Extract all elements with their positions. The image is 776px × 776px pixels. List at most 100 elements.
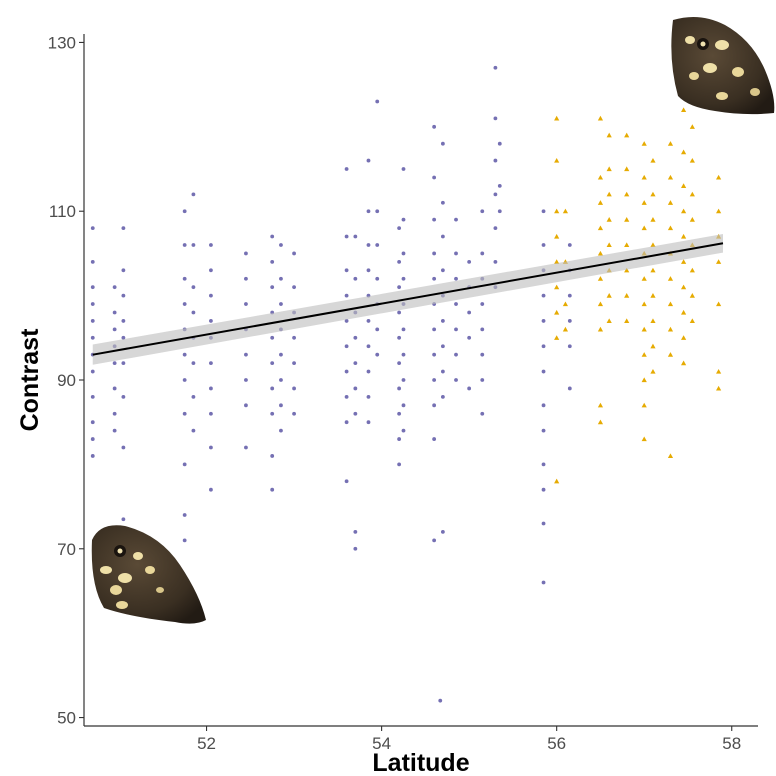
points-layer [90,65,722,703]
point-0-21 [121,268,126,273]
point-1-73 [680,208,687,214]
point-0-180 [467,335,472,340]
point-0-1 [90,259,95,264]
point-0-213 [567,243,572,247]
point-0-65 [244,445,248,450]
point-0-18 [112,411,117,416]
point-0-96 [344,344,349,349]
point-0-0 [90,226,95,230]
point-0-127 [397,226,402,230]
point-0-89 [292,386,296,391]
point-0-3 [90,302,95,306]
point-0-165 [440,344,445,349]
point-0-22 [121,293,126,298]
point-0-139 [401,251,406,256]
point-0-210 [541,487,546,492]
point-0-10 [90,437,95,441]
point-0-45 [191,361,196,366]
point-1-36 [624,267,630,273]
point-1-72 [680,183,687,188]
point-1-48 [641,377,647,383]
point-0-29 [182,209,187,214]
point-1-9 [562,208,569,214]
x-tick-label-58: 58 [722,734,741,753]
point-0-187 [480,352,485,357]
point-0-16 [112,361,117,366]
point-1-86 [689,293,695,298]
point-0-23 [121,319,126,323]
point-0-122 [375,243,380,247]
point-0-203 [541,293,546,298]
point-1-87 [689,318,695,324]
point-1-37 [624,293,630,298]
point-0-64 [244,403,248,408]
point-0-80 [279,352,283,357]
point-1-23 [606,132,612,138]
point-0-129 [397,285,402,290]
point-0-17 [112,386,117,391]
point-0-153 [432,327,437,332]
point-1-68 [667,352,674,357]
point-1-3 [554,233,560,239]
point-0-110 [366,158,371,163]
point-0-4 [90,319,95,323]
point-1-18 [597,276,604,281]
point-0-135 [397,437,402,441]
point-0-76 [279,243,283,247]
point-1-89 [716,208,722,214]
point-1-49 [641,402,647,408]
point-1-79 [680,360,687,366]
point-0-42 [191,285,196,290]
regression-line [92,242,724,356]
point-0-137 [401,167,406,171]
point-1-92 [716,301,722,307]
point-0-31 [182,276,187,281]
point-0-100 [344,479,349,484]
point-0-9 [90,420,95,425]
point-0-190 [493,65,498,70]
point-0-43 [191,310,196,315]
point-0-38 [182,513,187,517]
point-0-30 [182,243,187,247]
point-0-28 [121,517,126,522]
point-0-7 [90,369,95,374]
point-0-131 [397,335,402,340]
point-0-83 [279,428,283,433]
point-0-95 [344,319,349,323]
point-0-204 [541,319,546,323]
point-0-74 [270,454,275,458]
point-0-94 [344,293,349,298]
point-1-34 [624,217,630,222]
point-0-185 [480,302,485,306]
point-0-195 [493,259,498,264]
point-0-191 [493,116,498,121]
point-1-51 [650,157,656,163]
point-0-35 [182,378,187,382]
point-0-58 [244,251,248,256]
point-1-26 [606,217,612,222]
point-1-94 [716,385,722,391]
point-1-25 [606,191,612,197]
point-0-117 [366,369,371,374]
point-0-101 [353,234,358,239]
point-1-6 [554,309,560,315]
point-0-138 [401,217,406,222]
point-0-160 [440,200,445,205]
point-0-82 [279,403,283,408]
point-1-57 [650,318,656,324]
point-0-13 [112,310,117,315]
point-0-125 [375,327,380,332]
point-0-12 [112,285,117,290]
point-0-174 [454,327,458,332]
point-1-58 [650,343,656,349]
point-0-133 [397,386,402,391]
point-0-48 [209,243,213,247]
point-0-146 [401,428,406,433]
point-0-215 [567,293,572,298]
y-tick-label-90: 90 [57,371,76,390]
point-0-150 [432,251,437,256]
point-0-107 [353,411,358,416]
point-0-188 [480,378,485,382]
point-1-65 [667,276,674,281]
point-0-175 [454,352,458,357]
